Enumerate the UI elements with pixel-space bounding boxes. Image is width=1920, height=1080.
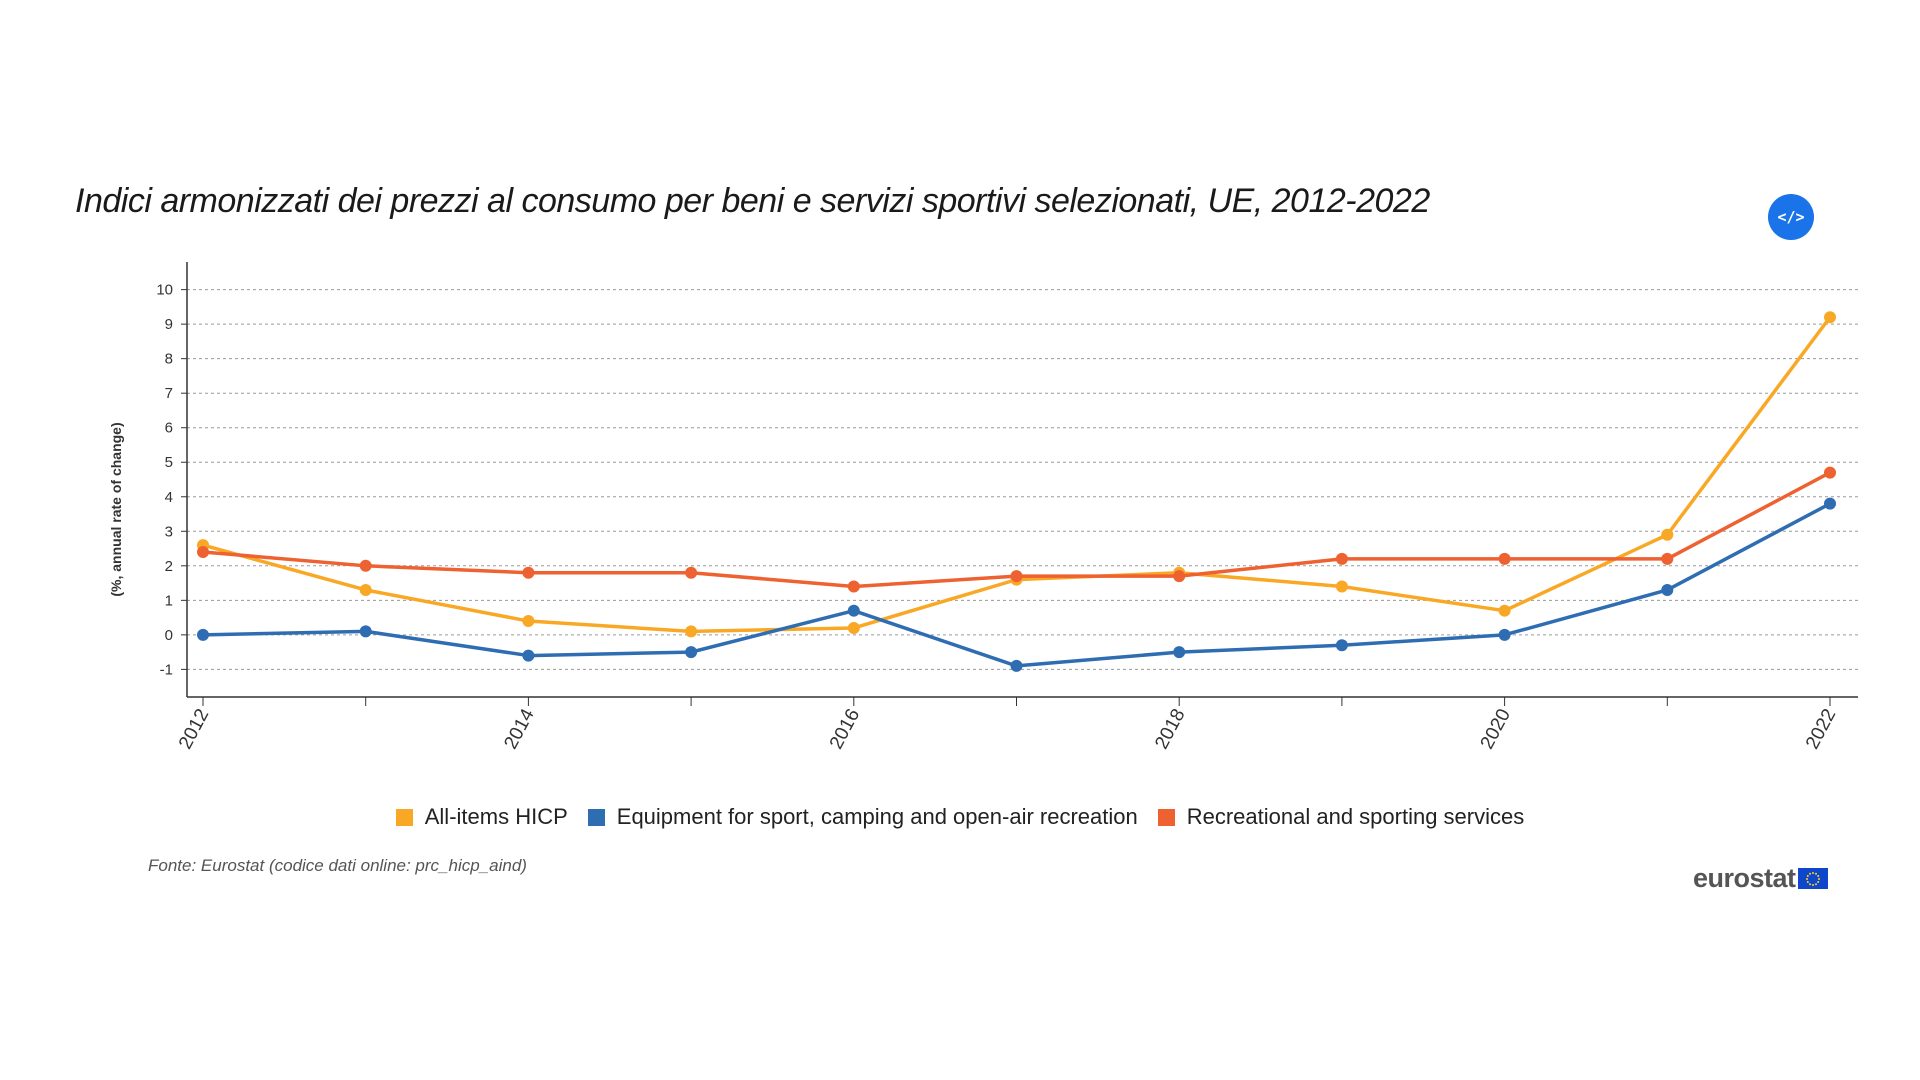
y-tick-label: 7: [165, 385, 173, 402]
x-tick-label: 2020: [1477, 705, 1515, 752]
legend-label: All-items HICP: [424, 804, 568, 829]
data-point-series-1: [685, 646, 698, 659]
data-point-series-1: [1173, 646, 1186, 659]
x-tick-label: 2018: [1151, 705, 1189, 752]
code-icon: </>: [1777, 208, 1805, 226]
data-point-series-1: [197, 628, 209, 641]
legend-item-recreational-services[interactable]: Recreational and sporting services: [1157, 804, 1525, 830]
data-point-series-1: [359, 625, 372, 638]
data-point-series-0: [1335, 580, 1348, 593]
data-point-series-2: [685, 566, 698, 579]
data-point-series-0: [359, 583, 372, 596]
data-point-series-1: [1498, 628, 1511, 641]
x-tick-label: 2022: [1802, 705, 1840, 752]
data-point-series-1: [1661, 583, 1674, 596]
line-chart: -1 0 1 2 3 4 5 6 7 8 9 10 2012 2014 2016 2018 2020 2022 (%…: [108, 262, 1858, 753]
data-point-series-2: [1824, 466, 1836, 479]
legend-label: Equipment for sport, camping and open-ai…: [616, 804, 1138, 829]
data-point-series-0: [1824, 311, 1836, 324]
data-point-series-2: [1010, 570, 1023, 583]
y-tick-label: 8: [165, 351, 173, 368]
y-tick-label: 6: [165, 420, 173, 437]
data-point-series-2: [1661, 552, 1674, 565]
data-point-series-2: [359, 559, 372, 572]
y-tick-label: 3: [165, 523, 173, 540]
chart-legend: All-items HICP Equipment for sport, camp…: [0, 804, 1920, 830]
y-tick-label: 10: [156, 282, 173, 299]
y-tick-label: 2: [165, 558, 173, 575]
legend-swatch-recreational-services: [1157, 808, 1175, 826]
embed-code-button[interactable]: </>: [1768, 194, 1814, 240]
legend-item-all-items-hicp[interactable]: All-items HICP: [395, 804, 568, 830]
y-tick-label: 5: [165, 454, 173, 471]
x-tick-label: 2016: [826, 705, 864, 752]
eurostat-logo[interactable]: eurostat: [1693, 863, 1828, 894]
data-point-series-1: [1335, 639, 1348, 652]
logo-text: eurostat: [1693, 863, 1796, 893]
data-point-series-2: [522, 566, 535, 579]
x-tick-label: 2012: [175, 705, 213, 752]
y-tick-label: 1: [165, 592, 173, 609]
data-point-series-1: [522, 649, 535, 662]
y-tick-label: 4: [165, 489, 173, 506]
data-point-series-2: [1335, 552, 1348, 565]
y-axis-label: (%, annual rate of change): [108, 422, 124, 596]
legend-label: Recreational and sporting services: [1186, 804, 1525, 829]
data-point-series-0: [685, 625, 698, 638]
data-point-series-1: [847, 604, 860, 617]
data-point-series-2: [1173, 570, 1186, 583]
data-point-series-2: [847, 580, 860, 593]
y-tick-label: 0: [165, 627, 173, 644]
series-line-2: [201, 470, 1832, 589]
data-point-series-1: [1824, 497, 1836, 510]
data-point-series-0: [522, 615, 535, 628]
legend-swatch-all-items-hicp: [395, 808, 413, 826]
legend-swatch-equipment-sport: [587, 808, 605, 826]
data-point-series-0: [1661, 528, 1674, 541]
data-point-series-2: [1498, 552, 1511, 565]
eu-flag-icon: [1797, 868, 1828, 889]
data-point-series-0: [1498, 604, 1511, 617]
data-point-series-2: [197, 546, 209, 558]
chart-title: Indici armonizzati dei prezzi al consumo…: [75, 182, 1430, 220]
y-tick-label: 9: [165, 316, 173, 333]
y-tick-label: -1: [160, 661, 173, 678]
data-point-series-0: [847, 621, 860, 634]
data-point-series-1: [1010, 659, 1023, 672]
x-tick-label: 2014: [500, 705, 539, 753]
legend-item-equipment-sport[interactable]: Equipment for sport, camping and open-ai…: [587, 804, 1138, 830]
source-note: Fonte: Eurostat (codice dati online: prc…: [148, 856, 527, 875]
